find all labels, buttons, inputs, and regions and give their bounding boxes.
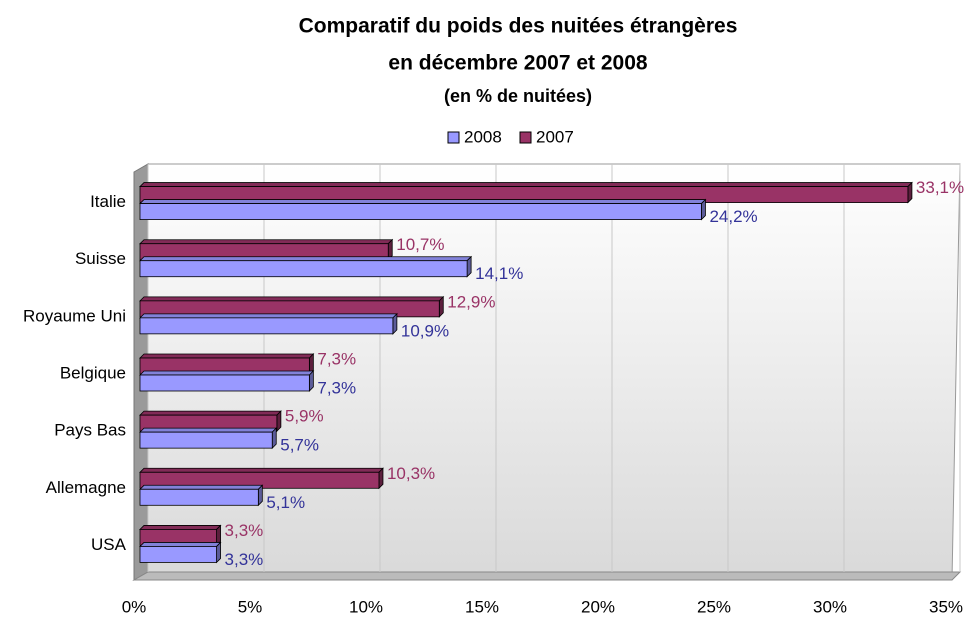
x-tick-label: 15% — [465, 597, 499, 616]
bar-top — [139, 427, 278, 433]
chart-title: en décembre 2007 et 2008 — [388, 52, 647, 75]
bar-top — [139, 353, 315, 359]
bar-side — [701, 198, 706, 221]
bar-side — [308, 370, 314, 392]
y-tick-label: Italie — [90, 192, 126, 211]
bar — [139, 260, 468, 278]
legend-label: 2007 — [536, 127, 574, 146]
bar-side — [466, 255, 472, 278]
bar — [139, 203, 702, 220]
value-label: 7,3% — [317, 349, 356, 368]
value-label: 10,3% — [387, 464, 435, 483]
bar — [139, 317, 394, 335]
legend-swatch — [519, 131, 532, 144]
bar-side — [378, 467, 384, 490]
bar-top — [139, 182, 913, 187]
legend-label: 2008 — [464, 127, 502, 146]
bar — [139, 488, 259, 506]
x-tick-label: 10% — [349, 597, 383, 616]
x-tick-label: 35% — [929, 597, 963, 616]
value-label: 14,1% — [475, 264, 523, 283]
value-label: 24,2% — [709, 207, 757, 226]
value-label: 5,7% — [280, 436, 319, 455]
bar-top — [139, 484, 264, 490]
value-label: 3,3% — [225, 550, 264, 569]
value-label: 7,3% — [317, 378, 356, 397]
x-tick-label: 0% — [122, 597, 147, 616]
value-label: 3,3% — [225, 521, 264, 540]
bar-top — [139, 370, 315, 376]
bar-top — [139, 199, 707, 204]
bar-top — [139, 542, 222, 547]
y-tick-label: Allemagne — [46, 478, 126, 497]
bar-side — [216, 541, 221, 564]
y-tick-label: Pays Bas — [54, 421, 126, 440]
y-tick-label: Belgique — [60, 363, 126, 382]
chart-subtitle: (en % de nuitées) — [444, 86, 592, 106]
bar — [139, 431, 273, 449]
x-tick-label: 25% — [697, 597, 731, 616]
bar-side — [907, 181, 913, 204]
value-label: 10,7% — [396, 235, 444, 254]
bar-side — [438, 295, 444, 318]
bar-top — [139, 296, 445, 302]
chart-title: Comparatif du poids des nuitées étrangèr… — [299, 15, 738, 38]
x-tick-label: 20% — [581, 597, 615, 616]
bar-side — [257, 484, 263, 507]
value-label: 33,1% — [916, 178, 964, 197]
value-label: 10,9% — [401, 321, 449, 340]
value-label: 12,9% — [447, 292, 495, 311]
bar — [139, 374, 310, 392]
value-label: 5,9% — [285, 407, 324, 426]
bar-top — [139, 313, 398, 319]
y-tick-label: Royaume Uni — [23, 306, 126, 325]
bar-top — [139, 256, 473, 262]
x-tick-label: 30% — [813, 597, 847, 616]
bar — [139, 546, 217, 563]
x-tick-label: 5% — [238, 597, 263, 616]
value-label: 5,1% — [266, 493, 305, 512]
legend-swatch — [447, 131, 460, 144]
bar-side — [392, 312, 398, 335]
y-tick-label: Suisse — [75, 249, 126, 268]
bar-side — [276, 410, 282, 433]
y-tick-label: USA — [91, 535, 127, 554]
bar-top — [139, 410, 282, 416]
bar-top — [139, 239, 394, 245]
bar-side — [271, 427, 277, 450]
floor — [132, 571, 962, 581]
bar-top — [139, 467, 384, 473]
bar-top — [139, 525, 222, 530]
